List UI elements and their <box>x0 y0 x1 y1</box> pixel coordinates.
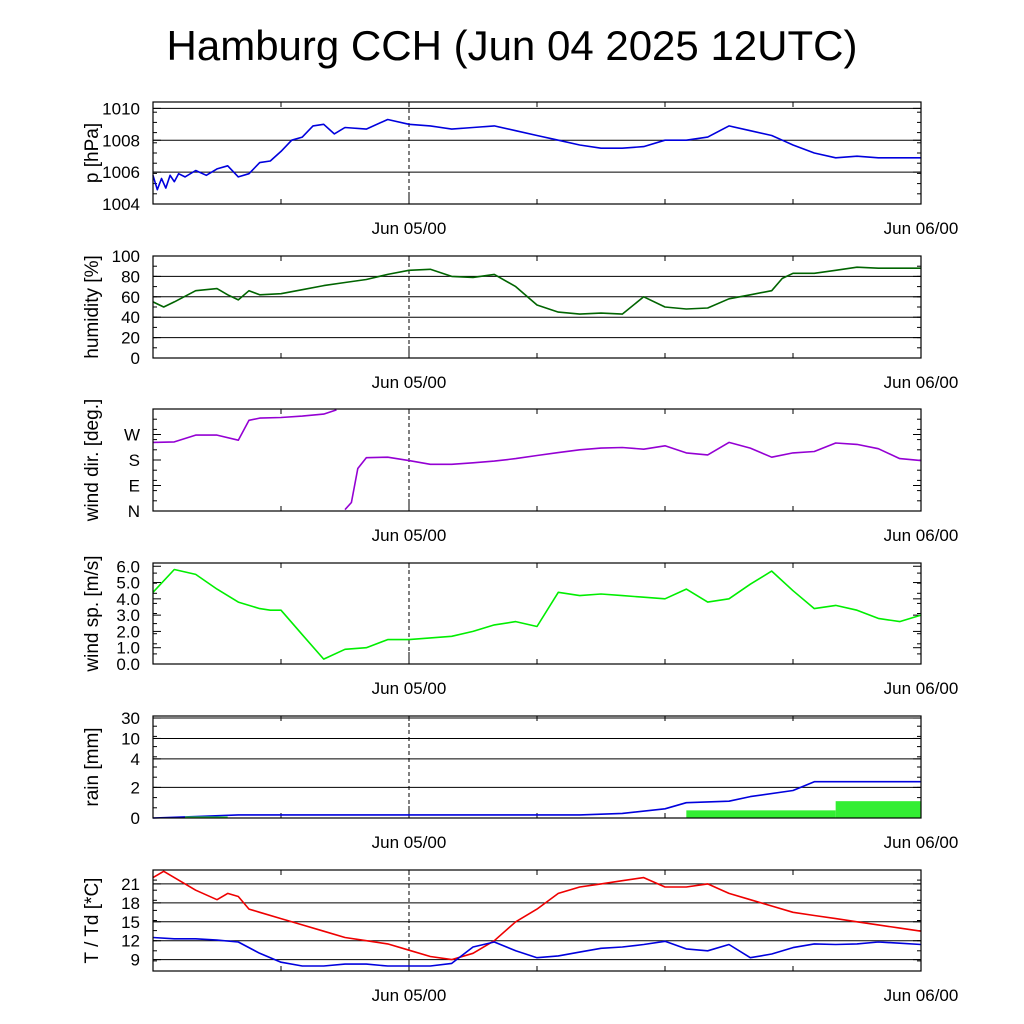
series-line-1 <box>152 266 921 315</box>
y-tick-label: 18 <box>121 894 140 913</box>
series-line-1 <box>152 568 922 660</box>
y-tick-label: 4.0 <box>116 590 140 609</box>
series-line-1 <box>152 870 922 961</box>
y-tick-label: 0.0 <box>116 655 140 674</box>
x-tick-label: Jun 05/00 <box>372 373 447 392</box>
series-line-1 <box>152 780 921 819</box>
y-tick-label: 0 <box>131 809 140 828</box>
x-tick-label: Jun 05/00 <box>372 986 447 1005</box>
x-tick-label: Jun 06/00 <box>884 219 959 238</box>
rain-bar <box>835 801 921 818</box>
rain-bar <box>185 816 228 818</box>
y-tick-label: 6.0 <box>116 557 140 576</box>
series-line-1 <box>152 409 337 444</box>
y-tick-label: N <box>128 502 140 521</box>
plot-frame <box>152 101 922 205</box>
x-tick-label: Jun 05/00 <box>372 526 447 545</box>
y-axis-label: wind sp. [m/s] <box>82 555 103 672</box>
plot-frame <box>152 869 922 972</box>
y-tick-label: 12 <box>121 932 140 951</box>
plot-frame <box>152 562 922 665</box>
x-tick-label: Jun 06/00 <box>884 526 959 545</box>
y-tick-label: 4 <box>131 750 140 769</box>
panel-1: 1004 1006 1008 1010 p [hPa] Jun 05/00 Jun 06/0… <box>82 99 958 238</box>
y-tick-label: 1010 <box>102 99 140 118</box>
plot-frame <box>152 715 922 819</box>
y-tick-label: 1004 <box>102 195 140 214</box>
y-axis-label: T / Td [*C] <box>82 878 103 964</box>
x-tick-label: Jun 06/00 <box>884 679 959 698</box>
y-tick-label: 1.0 <box>116 639 140 658</box>
rain-bar <box>686 810 836 818</box>
y-tick-label: 100 <box>112 247 140 266</box>
chart-title: Hamburg CCH (Jun 04 2025 12UTC) <box>166 22 858 69</box>
y-tick-label: 1008 <box>102 131 140 150</box>
y-tick-label: 3.0 <box>116 606 140 625</box>
y-tick-label: 20 <box>121 329 140 348</box>
y-tick-label: 2 <box>131 778 140 797</box>
x-tick-label: Jun 05/00 <box>372 219 447 238</box>
y-tick-label: S <box>129 451 140 470</box>
y-tick-label: 2.0 <box>116 622 140 641</box>
y-tick-label: 21 <box>121 875 140 894</box>
y-axis-label: wind dir. [deg.] <box>82 399 103 523</box>
x-tick-label: Jun 06/00 <box>884 986 959 1005</box>
y-tick-label: 0 <box>131 349 140 368</box>
y-tick-label: 10 <box>121 729 140 748</box>
x-tick-label: Jun 06/00 <box>884 833 959 852</box>
y-tick-label: 60 <box>121 288 140 307</box>
y-tick-label: 5.0 <box>116 574 140 593</box>
y-tick-label: 30 <box>121 709 140 728</box>
x-tick-label: Jun 06/00 <box>884 373 959 392</box>
plot-frame <box>152 408 922 512</box>
series-line-2 <box>152 936 922 967</box>
series-line-2 <box>344 441 922 511</box>
y-tick-label: 40 <box>121 308 140 327</box>
x-tick-label: Jun 05/00 <box>372 679 447 698</box>
y-axis-label: rain [mm] <box>82 727 103 806</box>
y-tick-label: 80 <box>121 267 140 286</box>
plot-frame <box>152 255 922 359</box>
series-line-1 <box>152 118 921 191</box>
y-tick-label: 9 <box>131 951 140 970</box>
y-tick-label: W <box>124 426 140 445</box>
y-tick-label: 1006 <box>102 163 140 182</box>
panel-4: 0.01.02.03.04.05.06.0 wind sp. [m/s] Jun 0… <box>82 555 958 698</box>
y-axis-label: humidity [%] <box>82 255 103 358</box>
y-tick-label: 15 <box>121 913 140 932</box>
x-tick-label: Jun 05/00 <box>372 833 447 852</box>
y-axis-label: p [hPa] <box>82 123 103 183</box>
y-tick-label: E <box>129 477 140 496</box>
